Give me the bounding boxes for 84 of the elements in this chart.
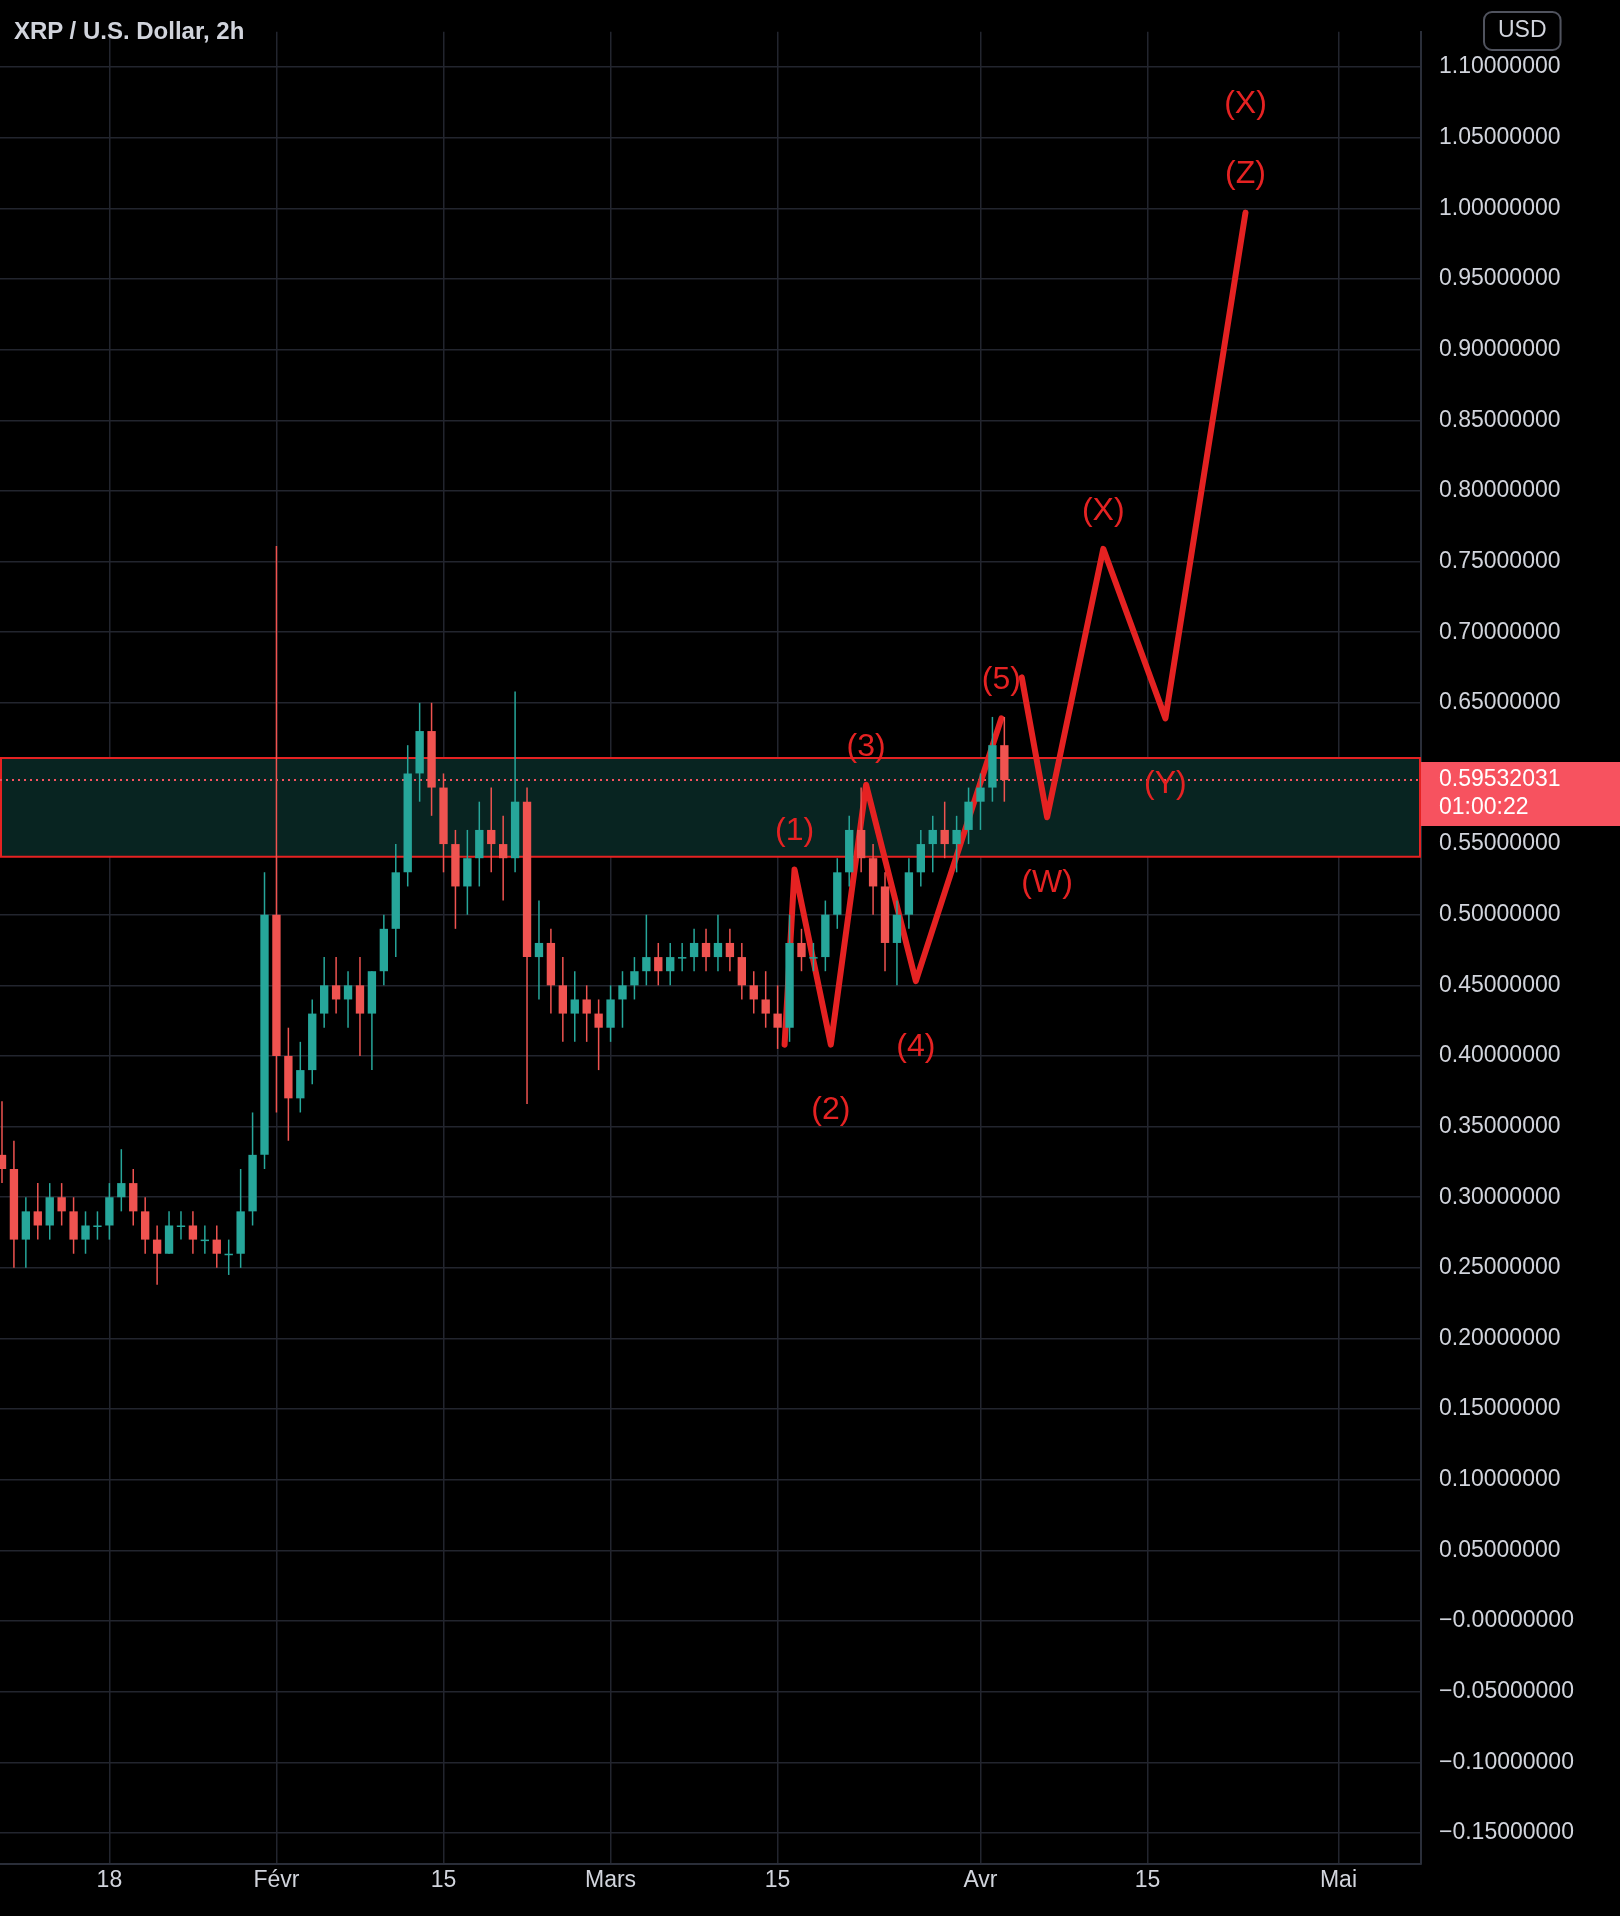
annotation: (Y) xyxy=(1144,764,1187,801)
candlestick xyxy=(797,928,806,972)
candlestick xyxy=(57,1182,66,1227)
candlestick xyxy=(713,913,723,972)
x-tick-label: 15 xyxy=(430,1866,457,1893)
annotation: (2) xyxy=(811,1090,851,1127)
candlestick xyxy=(188,1210,198,1255)
candlestick xyxy=(761,970,770,1029)
candlestick xyxy=(725,928,735,972)
annotation: (X) xyxy=(1081,490,1125,527)
chart-title: XRP / U.S. Dollar, 2h xyxy=(14,16,245,44)
y-tick-label: 0.95000000 xyxy=(1439,264,1561,291)
candlestick xyxy=(928,815,937,874)
candlestick xyxy=(570,970,579,1043)
candlestick xyxy=(666,942,675,987)
annotation: (4) xyxy=(896,1026,936,1063)
y-tick-label: 1.10000000 xyxy=(1439,52,1561,79)
candlestick xyxy=(976,772,985,831)
candlestick xyxy=(642,913,651,987)
y-tick-label: 1.00000000 xyxy=(1439,193,1561,220)
candlestick xyxy=(212,1224,221,1269)
x-tick-label: Mars xyxy=(585,1866,637,1893)
candlestick xyxy=(331,956,341,1015)
annotation: (Z) xyxy=(1225,154,1266,191)
x-tick-label: Avr xyxy=(963,1866,998,1893)
candlestick xyxy=(582,984,591,1043)
y-tick-label: −0.10000000 xyxy=(1439,1747,1574,1774)
x-tick-label: Févr xyxy=(253,1866,300,1893)
x-tick-label: 18 xyxy=(96,1866,123,1893)
candlestick xyxy=(809,942,818,972)
candlestick xyxy=(677,942,687,972)
annotation: (1) xyxy=(774,811,815,848)
candlestick xyxy=(689,928,699,972)
candlestick xyxy=(701,928,711,972)
candlestick xyxy=(630,956,639,1001)
x-tick-label: 15 xyxy=(764,1866,791,1893)
y-tick-label: 0.15000000 xyxy=(1439,1394,1561,1421)
candlestick xyxy=(343,970,353,1029)
y-tick-label: 0.40000000 xyxy=(1439,1041,1561,1068)
candlestick xyxy=(0,1100,7,1184)
y-tick-label: 0.65000000 xyxy=(1439,688,1561,715)
annotation: (3) xyxy=(846,726,886,763)
annotation: (5) xyxy=(981,660,1021,697)
candlestick xyxy=(498,815,508,902)
y-tick-label: −0.05000000 xyxy=(1439,1677,1574,1703)
x-tick-label: Mai xyxy=(1319,1866,1357,1893)
candlestick xyxy=(749,970,758,1015)
candlestick xyxy=(487,786,496,874)
candlestick xyxy=(176,1210,186,1241)
x-tick-label: 15 xyxy=(1134,1866,1161,1893)
candlestick xyxy=(618,970,627,1029)
y-tick-label: 0.20000000 xyxy=(1439,1323,1561,1350)
candlestick xyxy=(773,984,782,1050)
ref-line-label: 0.59532031 xyxy=(1439,765,1561,792)
candlestick xyxy=(93,1210,102,1241)
candlestick xyxy=(952,815,961,874)
annotation: (W) xyxy=(1021,863,1073,900)
y-tick-label: 0.50000000 xyxy=(1439,900,1561,927)
y-tick-label: 0.10000000 xyxy=(1439,1465,1561,1492)
y-tick-label: 0.75000000 xyxy=(1439,546,1561,573)
y-tick-label: −0.15000000 xyxy=(1439,1818,1574,1845)
y-tick-label: 0.70000000 xyxy=(1439,617,1561,644)
y-tick-label: 0.05000000 xyxy=(1439,1535,1561,1562)
y-axis-title: USD xyxy=(1498,16,1547,43)
y-tick-label: 0.35000000 xyxy=(1439,1111,1561,1138)
y-tick-label: 0.25000000 xyxy=(1439,1253,1561,1280)
candlestick xyxy=(81,1210,90,1255)
candlestick xyxy=(152,1224,162,1286)
y-tick-label: 1.05000000 xyxy=(1439,123,1561,150)
text: 01:00:22 xyxy=(1439,793,1529,820)
candlestick xyxy=(940,800,949,859)
y-tick-label: 0.90000000 xyxy=(1439,334,1561,361)
y-tick-label: −0.00000000 xyxy=(1439,1606,1574,1633)
candlestick xyxy=(654,942,663,987)
candlestick xyxy=(117,1148,126,1213)
candlestick xyxy=(594,998,603,1071)
y-tick-label: 0.45000000 xyxy=(1439,970,1561,997)
annotation: (X) xyxy=(1224,84,1267,121)
y-tick-label: 0.85000000 xyxy=(1439,405,1561,432)
candlestick xyxy=(33,1182,42,1241)
y-tick-label: 0.30000000 xyxy=(1439,1182,1561,1209)
candlestick xyxy=(534,899,544,1001)
y-tick-label: 0.80000000 xyxy=(1439,476,1561,503)
y-tick-label: 0.55000000 xyxy=(1439,829,1561,856)
